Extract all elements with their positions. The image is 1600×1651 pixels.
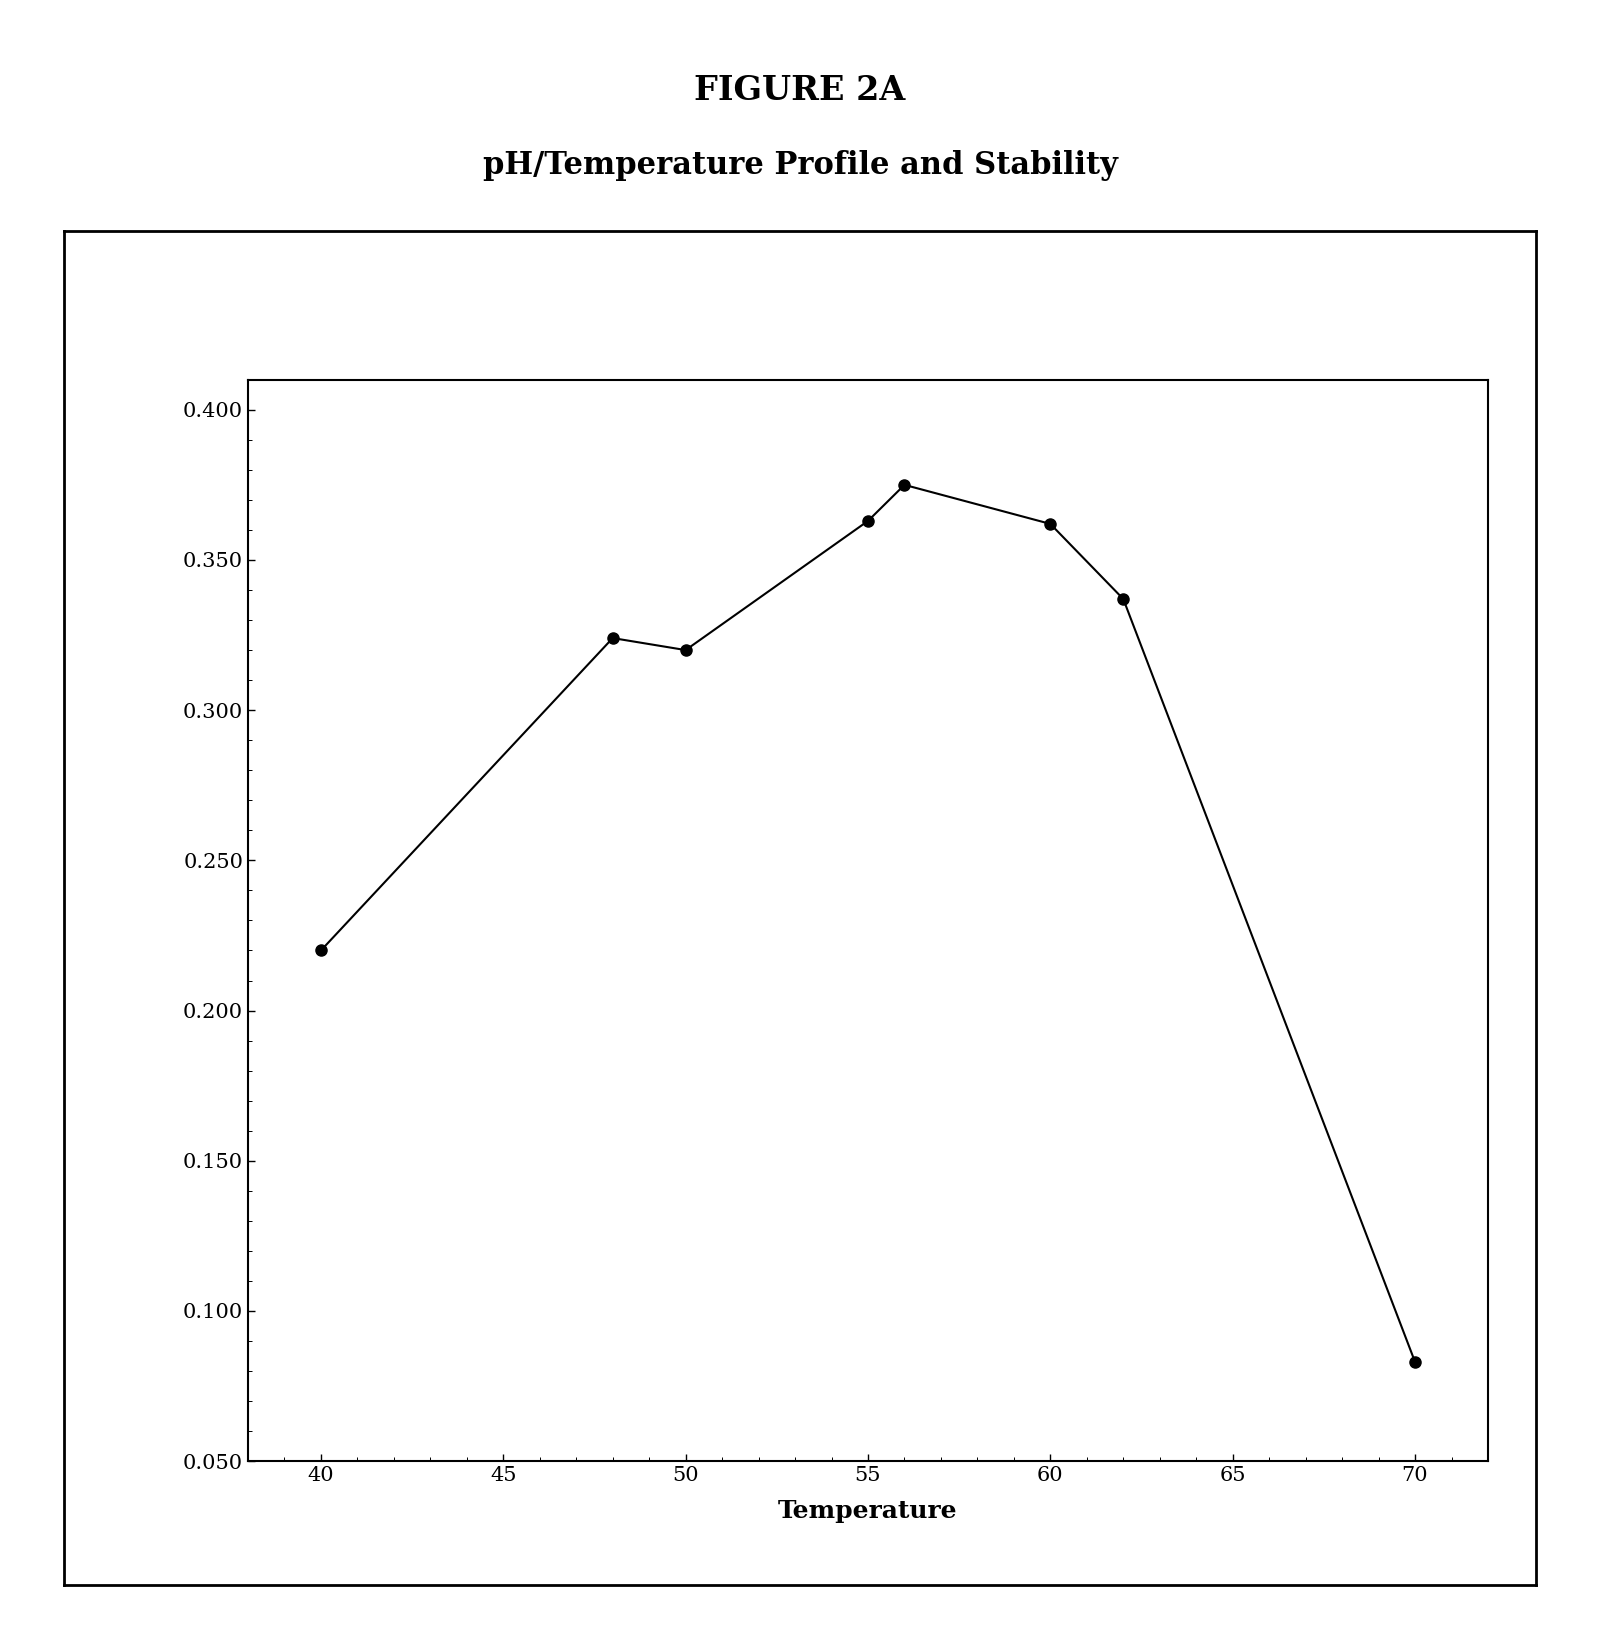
Text: pH/Temperature Profile and Stability: pH/Temperature Profile and Stability bbox=[483, 150, 1117, 180]
X-axis label: Temperature: Temperature bbox=[778, 1499, 958, 1522]
Text: FIGURE 2A: FIGURE 2A bbox=[694, 74, 906, 107]
